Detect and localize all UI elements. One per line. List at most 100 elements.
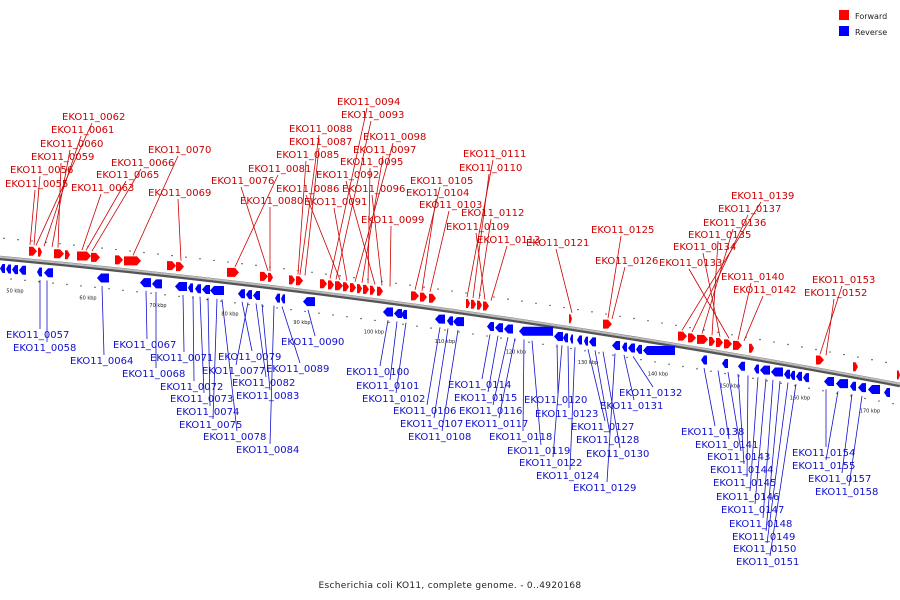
reverse-gene	[836, 379, 848, 389]
legend-reverse-swatch	[839, 26, 849, 36]
reverse-gene	[563, 333, 568, 343]
guide-dot	[52, 282, 54, 284]
guide-dot	[605, 313, 607, 315]
reverse-gene-label: EKO11_0071	[150, 353, 213, 364]
forward-gene	[167, 261, 176, 271]
forward-gene-label: EKO11_0121	[526, 238, 589, 249]
gene-labels: EKO11_0062 EKO11_0061 EKO11_0060 EKO11_0059…	[5, 97, 878, 568]
forward-gene-label: EKO11_0139	[731, 191, 794, 202]
reverse-gene-label: EKO11_0150	[733, 544, 796, 555]
forward-gene	[697, 334, 708, 344]
forward-leader-line	[132, 155, 179, 256]
reverse-leader-line	[426, 327, 441, 406]
guide-dot	[444, 329, 446, 331]
guide-dot	[3, 237, 5, 240]
reverse-leader-line	[754, 378, 767, 505]
reverse-leader-line	[606, 353, 616, 483]
guide-dot	[290, 308, 292, 311]
guide-dot	[304, 310, 306, 313]
forward-gene-label: EKO11_0125	[591, 225, 654, 236]
reverse-leader-line	[848, 395, 863, 487]
guide-dot	[878, 400, 880, 402]
guide-dot	[38, 281, 40, 283]
forward-leader-line	[361, 155, 384, 283]
forward-gene	[733, 340, 742, 350]
reverse-gene-label: EKO11_0158	[815, 487, 878, 498]
reverse-leader-line	[261, 304, 271, 391]
guide-dot	[633, 317, 635, 320]
forward-gene-label: EKO11_0066	[111, 158, 174, 169]
reverse-gene	[401, 309, 407, 319]
forward-gene-label: EKO11_0060	[40, 139, 103, 150]
forward-leader-line	[472, 173, 490, 299]
forward-leader-line	[607, 235, 622, 319]
guide-dot	[682, 365, 684, 368]
reverse-gene-label: EKO11_0129	[573, 483, 636, 494]
forward-gene	[466, 299, 470, 309]
guide-dot	[689, 326, 691, 329]
gene-features	[0, 246, 900, 397]
reverse-gene-label: EKO11_0083	[236, 391, 299, 402]
forward-gene-label: EKO11_0104	[406, 188, 469, 199]
reverse-leader-line	[552, 345, 563, 458]
reverse-gene-label: EKO11_0064	[70, 356, 133, 367]
forward-gene-label: EKO11_0140	[721, 272, 784, 283]
forward-gene	[483, 301, 489, 311]
forward-gene-label: EKO11_0065	[96, 170, 159, 181]
reverse-gene	[303, 297, 315, 307]
forward-gene-label: EKO11_0113	[477, 235, 540, 246]
reverse-gene	[246, 290, 252, 300]
reverse-gene	[152, 279, 162, 289]
reverse-leader-line	[433, 328, 449, 419]
guide-dot	[157, 253, 159, 255]
forward-gene	[709, 336, 715, 346]
reverse-gene	[738, 361, 745, 371]
forward-gene	[420, 292, 427, 302]
guide-dot	[759, 338, 761, 341]
guide-dot	[472, 333, 474, 335]
guide-dot	[591, 311, 593, 313]
forward-leader-line	[429, 210, 450, 293]
forward-leader-line	[367, 167, 371, 284]
guide-dot	[66, 283, 68, 286]
reverse-gene	[850, 381, 856, 391]
guide-dot	[500, 337, 502, 339]
forward-leader-line	[743, 295, 764, 341]
forward-gene	[716, 338, 723, 348]
guide-dot	[31, 240, 33, 242]
reverse-gene-label: EKO11_0102	[362, 394, 425, 405]
guide-dot	[332, 314, 334, 316]
forward-gene-label: EKO11_0056	[10, 165, 73, 176]
reverse-gene-label: EKO11_0068	[122, 369, 185, 380]
reverse-gene	[447, 316, 453, 326]
forward-leader-line	[234, 174, 279, 268]
tick-label: 130 kbp	[578, 360, 598, 366]
guide-dot	[143, 251, 145, 254]
tick-label: 110 kbp	[435, 339, 455, 345]
guide-dot	[619, 315, 621, 317]
reverse-gene	[643, 345, 675, 355]
guide-dot	[409, 284, 411, 286]
forward-leader-line	[304, 147, 320, 276]
reverse-gene	[612, 341, 620, 351]
forward-gene	[335, 281, 343, 291]
guide-dot	[283, 268, 285, 270]
reverse-leader-line	[749, 377, 759, 492]
forward-gene-label: EKO11_0111	[463, 149, 526, 160]
reverse-gene	[210, 285, 224, 295]
reverse-gene-label: EKO11_0072	[160, 382, 223, 393]
reverse-leader-line	[145, 290, 148, 340]
reverse-leader-line	[241, 301, 253, 352]
reverse-gene	[796, 371, 802, 381]
guide-dot	[423, 286, 425, 288]
forward-gene-label: EKO11_0110	[459, 163, 522, 174]
forward-gene-label: EKO11_0086	[276, 184, 339, 195]
guide-dot	[696, 368, 698, 370]
reverse-gene-label: EKO11_0145	[713, 478, 776, 489]
forward-leader-line	[555, 248, 573, 313]
reverse-leader-line	[235, 302, 249, 366]
guide-dot	[654, 361, 656, 363]
forward-gene-label: EKO11_0153	[812, 275, 875, 286]
reverse-gene-label: EKO11_0115	[454, 393, 517, 404]
genome-backbone	[0, 255, 900, 388]
